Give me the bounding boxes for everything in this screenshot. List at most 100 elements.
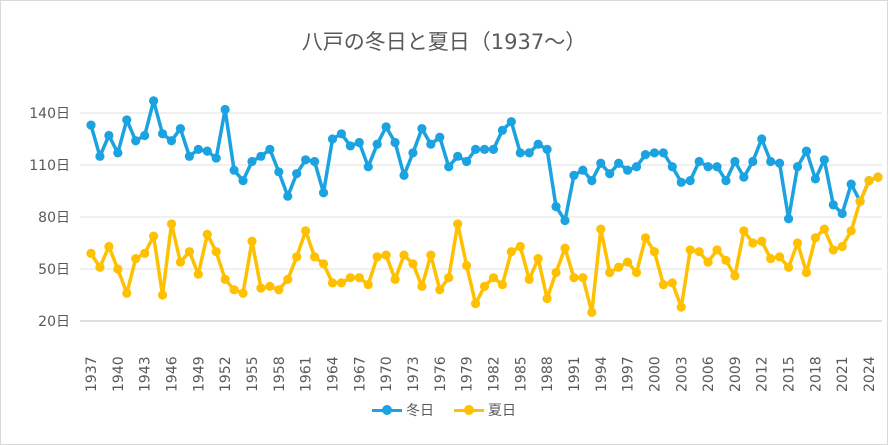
data-point[interactable]	[354, 137, 364, 148]
data-point[interactable]	[775, 158, 785, 168]
data-point[interactable]	[149, 96, 159, 106]
data-point[interactable]	[336, 278, 347, 288]
data-point[interactable]	[819, 224, 829, 234]
data-point[interactable]	[819, 155, 829, 165]
data-point[interactable]	[408, 148, 418, 158]
data-point[interactable]	[372, 252, 382, 262]
data-point[interactable]	[211, 153, 221, 163]
data-point[interactable]	[113, 264, 123, 274]
data-point[interactable]	[274, 167, 284, 177]
data-point[interactable]	[462, 260, 472, 271]
data-point[interactable]	[694, 156, 704, 167]
data-point[interactable]	[497, 280, 507, 290]
data-point[interactable]	[614, 262, 624, 272]
data-point[interactable]	[184, 247, 194, 257]
data-point[interactable]	[649, 247, 660, 257]
data-point[interactable]	[283, 274, 293, 284]
data-point[interactable]	[667, 278, 677, 288]
data-point[interactable]	[542, 293, 552, 304]
data-point[interactable]	[712, 245, 722, 255]
data-point[interactable]	[873, 172, 883, 182]
data-point[interactable]	[453, 151, 463, 161]
data-point[interactable]	[435, 285, 445, 295]
data-point[interactable]	[381, 250, 391, 260]
data-point[interactable]	[837, 241, 847, 252]
data-point[interactable]	[211, 247, 221, 257]
data-point[interactable]	[605, 267, 615, 278]
data-point[interactable]	[676, 177, 686, 187]
data-point[interactable]	[220, 104, 230, 115]
data-point[interactable]	[122, 288, 132, 298]
data-point[interactable]	[792, 238, 803, 248]
data-point[interactable]	[551, 267, 561, 278]
data-point[interactable]	[86, 120, 96, 130]
data-point[interactable]	[694, 247, 704, 257]
data-point[interactable]	[783, 214, 794, 224]
data-point[interactable]	[846, 226, 856, 236]
data-point[interactable]	[676, 302, 686, 312]
data-point[interactable]	[363, 162, 373, 172]
data-point[interactable]	[685, 176, 695, 186]
data-point[interactable]	[435, 132, 445, 142]
data-point[interactable]	[399, 170, 409, 180]
data-point[interactable]	[131, 254, 141, 264]
data-point[interactable]	[667, 162, 677, 172]
data-point[interactable]	[309, 252, 320, 262]
data-point[interactable]	[792, 162, 803, 172]
data-point[interactable]	[175, 124, 186, 134]
data-point[interactable]	[551, 202, 561, 212]
data-point[interactable]	[318, 188, 329, 198]
data-point[interactable]	[390, 137, 400, 148]
legend-item-winter[interactable]: 冬日	[372, 400, 434, 420]
data-point[interactable]	[685, 245, 695, 255]
data-point[interactable]	[864, 176, 874, 186]
data-point[interactable]	[721, 176, 731, 186]
data-point[interactable]	[292, 169, 302, 179]
data-point[interactable]	[104, 241, 114, 252]
data-point[interactable]	[193, 269, 203, 279]
data-point[interactable]	[417, 281, 427, 291]
data-point[interactable]	[506, 117, 516, 127]
data-point[interactable]	[775, 252, 785, 262]
data-point[interactable]	[95, 262, 105, 272]
data-point[interactable]	[801, 267, 812, 278]
data-point[interactable]	[354, 273, 364, 283]
data-point[interactable]	[444, 162, 454, 172]
data-point[interactable]	[202, 229, 212, 239]
data-point[interactable]	[113, 148, 123, 158]
data-point[interactable]	[578, 273, 588, 283]
data-point[interactable]	[238, 288, 248, 298]
data-point[interactable]	[479, 281, 490, 291]
data-point[interactable]	[712, 162, 722, 172]
data-point[interactable]	[444, 273, 454, 283]
data-point[interactable]	[238, 176, 248, 186]
data-point[interactable]	[256, 283, 266, 293]
data-point[interactable]	[524, 148, 534, 158]
data-point[interactable]	[247, 236, 257, 246]
data-point[interactable]	[327, 278, 338, 288]
data-point[interactable]	[569, 273, 579, 283]
data-point[interactable]	[470, 299, 481, 309]
data-point[interactable]	[766, 156, 776, 167]
legend-item-summer[interactable]: 夏日	[454, 400, 516, 420]
data-point[interactable]	[265, 281, 275, 291]
data-point[interactable]	[408, 259, 418, 269]
data-point[interactable]	[488, 273, 499, 283]
data-point[interactable]	[622, 257, 633, 267]
data-point[interactable]	[104, 130, 114, 141]
data-point[interactable]	[149, 231, 159, 241]
data-point[interactable]	[220, 274, 230, 284]
data-point[interactable]	[730, 156, 740, 167]
data-point[interactable]	[86, 248, 96, 258]
data-point[interactable]	[748, 238, 758, 248]
data-point[interactable]	[140, 130, 150, 141]
data-point[interactable]	[372, 139, 382, 149]
data-point[interactable]	[488, 144, 499, 154]
data-point[interactable]	[184, 151, 194, 161]
data-point[interactable]	[426, 139, 436, 149]
data-point[interactable]	[810, 174, 820, 184]
data-point[interactable]	[837, 208, 847, 219]
data-point[interactable]	[533, 139, 543, 149]
data-point[interactable]	[202, 146, 212, 156]
data-point[interactable]	[166, 219, 177, 229]
